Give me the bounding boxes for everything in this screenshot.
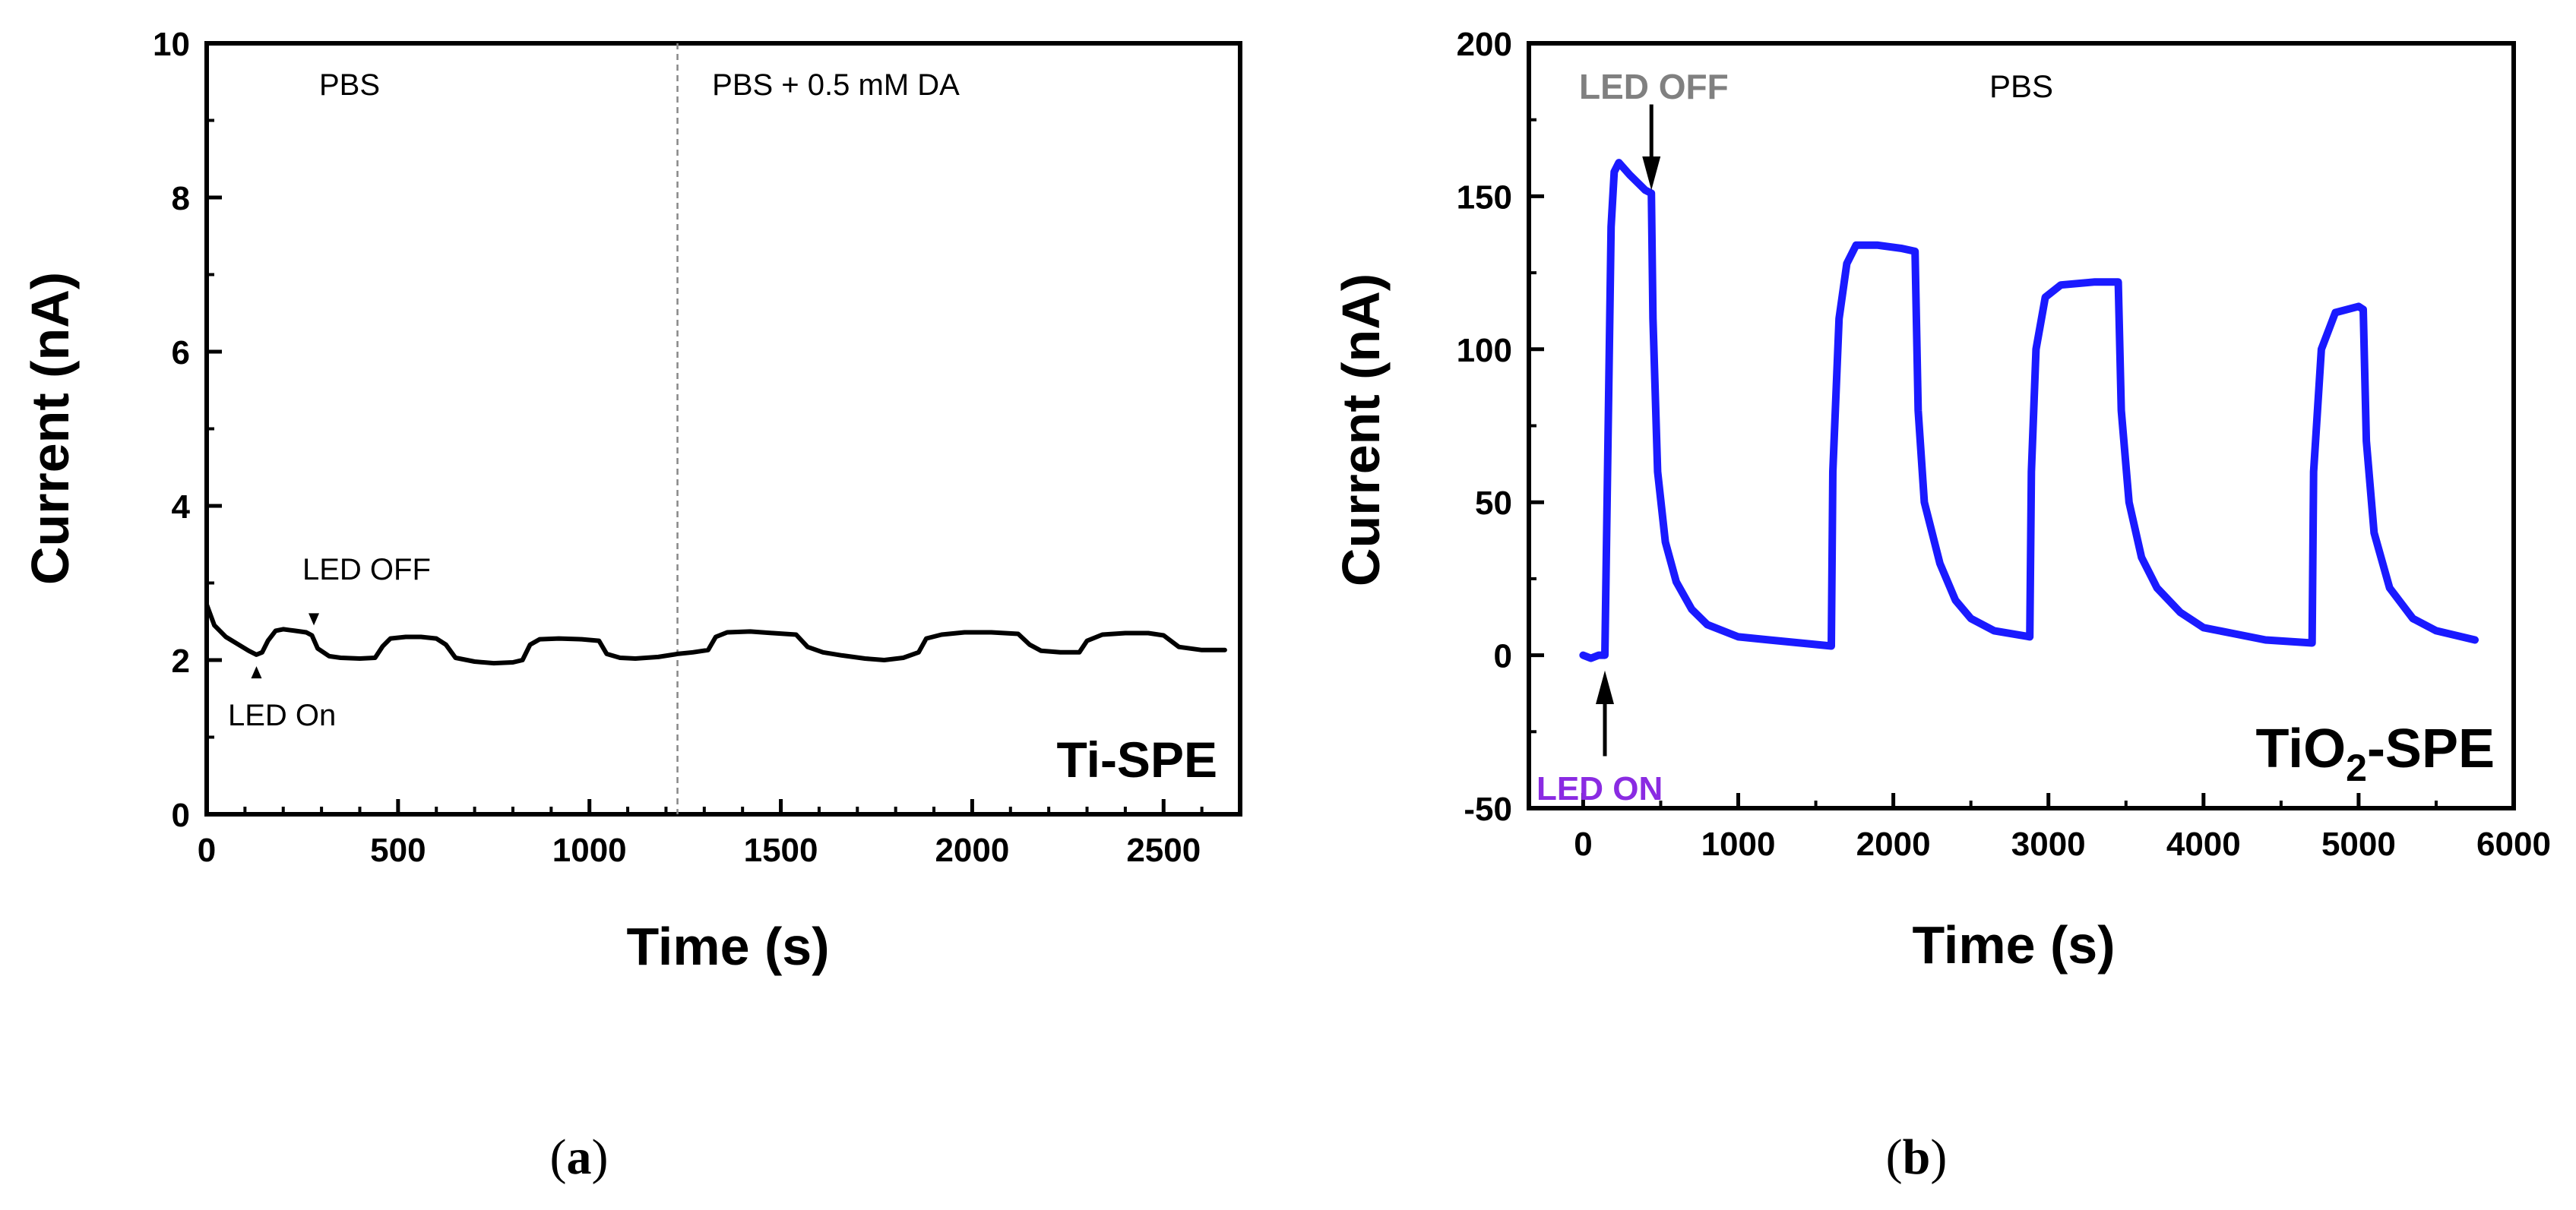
arrows-b	[1596, 104, 1661, 757]
y-axis-label-b: Current (nA)	[1331, 273, 1391, 586]
y-tick-label: 6	[172, 334, 190, 371]
x-tick-label: 1000	[552, 832, 627, 869]
y-tick-label: 0	[1494, 638, 1512, 675]
y-tick-label: 8	[172, 180, 190, 217]
pbs-da-annotation-a: PBS + 0.5 mM DA	[712, 68, 960, 102]
led-on-arrowhead	[1596, 670, 1615, 705]
x-tick-label: 0	[198, 832, 216, 869]
y-tick-label: 10	[153, 26, 190, 63]
panel-label-b-close: )	[1930, 1129, 1947, 1185]
x-tick-label: 2500	[1126, 832, 1201, 869]
led-on-annotation-a: LED On	[228, 699, 336, 732]
panel-label-b-letter: b	[1903, 1129, 1931, 1185]
x-tick-label: 1500	[744, 832, 818, 869]
panel-label-a-close: )	[592, 1129, 609, 1185]
x-tick-label: 1000	[1701, 826, 1776, 863]
series-line	[1579, 159, 2479, 662]
y-tick-label: 100	[1457, 332, 1512, 369]
led-on-arrowhead-a	[251, 666, 262, 679]
x-axis-label-a: Time (s)	[626, 917, 829, 976]
x-axis-label-b: Time (s)	[1912, 915, 2115, 975]
panel-label-a-letter: a	[567, 1129, 592, 1185]
led-off-arrowhead-a	[309, 613, 320, 626]
axis-ticks-a: 0 500 1000 1500 2000 2500 0 2 4 6 8 10	[153, 26, 1242, 869]
y-tick-label: -50	[1464, 791, 1512, 828]
x-tick-label: 500	[370, 832, 426, 869]
x-tick-label: 2000	[1856, 826, 1931, 863]
annotation-group-a: PBS PBS + 0.5 mM DA LED OFF LED On Ti-SP…	[228, 68, 1217, 788]
panel-label-b-open: (	[1886, 1129, 1903, 1185]
plot-frame-a	[204, 41, 1242, 817]
panel-label-a-open: (	[550, 1129, 567, 1185]
x-tick-label: 0	[1574, 826, 1592, 863]
y-tick-label: 0	[172, 797, 190, 834]
y-axis-label-a: Current (nA)	[21, 272, 80, 585]
panel-label-a: (a)	[550, 1129, 609, 1185]
y-tick-label: 4	[172, 488, 191, 526]
x-tick-label: 5000	[2321, 826, 2396, 863]
y-tick-label: 50	[1475, 485, 1512, 522]
y-tick-label: 2	[172, 643, 190, 680]
x-tick-label: 4000	[2166, 826, 2241, 863]
annotation-group-b: LED OFF PBS LED ON TiO2-SPE	[1536, 67, 2495, 807]
x-tick-label: 2000	[935, 832, 1009, 869]
pbs-annotation-b: PBS	[1989, 68, 2053, 104]
panel-label-b: (b)	[1886, 1129, 1948, 1185]
x-tick-label: 6000	[2476, 826, 2551, 863]
electrode-label-a: Ti-SPE	[1056, 731, 1217, 788]
led-on-annotation-b: LED ON	[1536, 770, 1663, 807]
electrode-sub-b: 2	[2346, 747, 2367, 789]
x-tick-label: 3000	[2011, 826, 2086, 863]
y-tick-label: 200	[1457, 26, 1512, 63]
led-off-annotation-b: LED OFF	[1579, 67, 1729, 106]
y-tick-label: 150	[1457, 178, 1512, 216]
electrode-label-b: TiO2-SPE	[2255, 719, 2495, 789]
series-group-a	[204, 602, 1227, 666]
series-group-b	[1579, 159, 2479, 662]
electrode-suffix-b: -SPE	[2367, 719, 2495, 779]
chart-panel-a: 0 500 1000 1500 2000 2500 0 2 4 6 8 10 PBS PBS + 0.…	[21, 26, 1242, 976]
led-off-annotation-a: LED OFF	[302, 553, 431, 586]
led-off-arrowhead	[1642, 156, 1661, 191]
pbs-annotation-a: PBS	[319, 68, 380, 102]
electrode-main-b: TiO	[2255, 719, 2346, 779]
series-line	[204, 602, 1227, 666]
axis-ticks-b: 0 1000 2000 3000 4000 5000 6000 -50 0 50 100 150 200	[1457, 26, 2551, 863]
chart-panel-b: 0 1000 2000 3000 4000 5000 6000 -50 0 50 100 150 200…	[1331, 26, 2551, 975]
